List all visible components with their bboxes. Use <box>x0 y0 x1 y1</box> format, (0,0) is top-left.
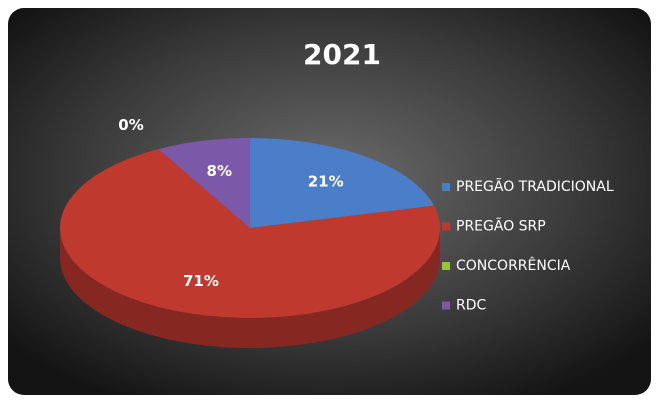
value-label: 71% <box>183 272 219 290</box>
legend-label: PREGÃO TRADICIONAL <box>456 178 614 195</box>
value-label: 8% <box>207 162 232 180</box>
legend-marker <box>442 262 450 270</box>
legend-marker <box>442 222 450 231</box>
value-label: 0% <box>118 116 143 134</box>
legend-marker <box>442 183 450 191</box>
slice <box>158 138 250 228</box>
legend-label: CONCORRÊNCIA <box>456 256 571 274</box>
chart-title: 2021 <box>303 38 381 71</box>
slice <box>60 149 440 318</box>
value-label: 21% <box>308 172 344 190</box>
legend-label: PREGÃO SRP <box>456 218 546 235</box>
slice-side <box>60 228 440 348</box>
legend-marker <box>442 301 450 310</box>
legend-label: RDC <box>456 298 487 314</box>
slice <box>250 138 435 228</box>
